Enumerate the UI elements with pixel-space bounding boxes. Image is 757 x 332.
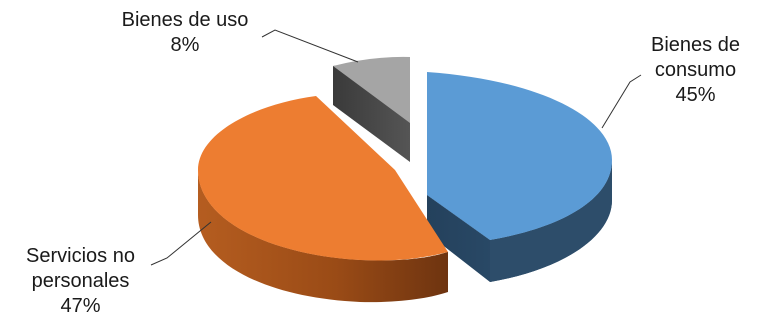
label-servicios-no-personales-line-2: personales (31, 270, 130, 292)
slice-bienes-de-consumo-body (427, 72, 612, 282)
label-bienes-de-uso: Bienes de uso 8% (110, 8, 260, 58)
label-bienes-de-uso-value: 8% (170, 34, 200, 56)
slice-bienes-de-consumo-top (427, 72, 612, 240)
label-bienes-de-consumo: Bienes de consumo 45% (638, 33, 753, 108)
label-servicios-no-personales-line-1: Servicios no (26, 245, 135, 267)
slice-bienes-de-uso-top (333, 56, 410, 124)
slice-bienes-de-uso (333, 56, 410, 162)
slice-servicios-no-personales (198, 96, 448, 303)
slice-servicios-no-personales-top (198, 96, 448, 261)
label-bienes-de-uso-line-1: Bienes de uso (121, 9, 249, 31)
label-bienes-de-consumo-line-1: Bienes de (651, 34, 740, 56)
slice-servicios-no-personales-side-lower (198, 170, 448, 303)
label-bienes-de-consumo-value: 45% (675, 84, 716, 106)
label-bienes-de-consumo-line-2: consumo (654, 59, 737, 81)
leader-line-bienes-de-uso (261, 29, 359, 63)
leader-line-bienes-de-consumo (601, 74, 642, 129)
label-servicios-no-personales-value: 47% (60, 295, 101, 317)
label-servicios-no-personales: Servicios no personales 47% (8, 244, 153, 319)
slice-bienes-de-consumo (427, 72, 612, 282)
leader-line-servicios-no-personales (150, 221, 212, 266)
